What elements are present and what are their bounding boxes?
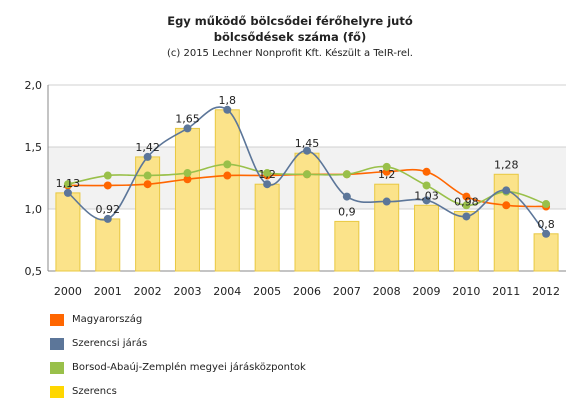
point-series-1 xyxy=(143,152,152,161)
legend-swatch xyxy=(50,386,64,398)
bar-szerencs xyxy=(174,127,200,272)
x-tick-label: 2008 xyxy=(373,285,401,298)
data-label: 0,92 xyxy=(96,203,121,216)
point-series-2 xyxy=(263,169,272,178)
point-series-0 xyxy=(502,201,511,210)
point-series-1 xyxy=(502,186,511,195)
x-tick-label: 2005 xyxy=(253,285,281,298)
point-series-2 xyxy=(223,160,232,169)
legend-swatch xyxy=(50,362,64,374)
chart-title-line1: Egy működő bölcsődei férőhelyre jutó xyxy=(167,14,413,28)
point-series-1 xyxy=(223,105,232,114)
point-series-1 xyxy=(103,214,112,223)
plot-band xyxy=(48,85,566,147)
data-label: 1,28 xyxy=(494,158,519,171)
legend-label: Szerencs xyxy=(72,386,117,397)
data-label: 1,65 xyxy=(175,112,200,125)
legend-swatch xyxy=(50,338,64,350)
x-tick-label: 2001 xyxy=(94,285,122,298)
data-label: 0,8 xyxy=(537,218,555,231)
point-series-1 xyxy=(462,212,471,221)
bar-szerencs xyxy=(95,218,121,272)
data-label: 1,03 xyxy=(414,189,439,202)
point-series-1 xyxy=(342,192,351,201)
x-tick-label: 2012 xyxy=(532,285,560,298)
point-series-2 xyxy=(183,169,192,178)
point-series-1 xyxy=(382,197,391,206)
point-series-2 xyxy=(542,200,551,209)
bar-szerencs xyxy=(533,233,559,272)
point-series-0 xyxy=(422,167,431,176)
y-tick-label: 2,0 xyxy=(25,79,43,92)
point-series-0 xyxy=(223,171,232,180)
point-series-2 xyxy=(143,171,152,180)
point-series-0 xyxy=(103,181,112,190)
point-series-1 xyxy=(263,180,272,189)
point-series-0 xyxy=(183,175,192,184)
point-series-1 xyxy=(303,146,311,155)
point-series-2 xyxy=(422,181,431,190)
x-tick-label: 2006 xyxy=(293,285,321,298)
point-series-0 xyxy=(143,180,152,189)
legend-label: Borsod-Abaúj-Zemplén megyei járásközpont… xyxy=(72,362,306,373)
data-label: 1,2 xyxy=(258,168,276,181)
data-label: 0,98 xyxy=(454,195,479,208)
legend-label: Szerencsi járás xyxy=(72,338,148,349)
x-tick-label: 2010 xyxy=(452,285,480,298)
point-series-2 xyxy=(382,162,391,171)
legend-label: Magyarország xyxy=(72,314,143,325)
x-tick-label: 2000 xyxy=(54,285,82,298)
data-label: 1,2 xyxy=(378,168,396,181)
chart-title-line2: bölcsődések száma (fő) xyxy=(213,30,367,44)
point-series-1 xyxy=(63,188,72,197)
bar-szerencs xyxy=(414,204,440,272)
bar-szerencs xyxy=(254,183,280,272)
chart-subtitle: (c) 2015 Lechner Nonprofit Kft. Készült … xyxy=(166,48,413,59)
data-label: 1,8 xyxy=(219,94,237,107)
x-tick-label: 2007 xyxy=(333,285,361,298)
point-series-1 xyxy=(422,196,431,205)
y-tick-label: 0,5 xyxy=(25,265,43,278)
data-label: 1,13 xyxy=(56,177,81,190)
point-series-1 xyxy=(542,229,551,238)
x-tick-label: 2002 xyxy=(134,285,162,298)
y-tick-label: 1,0 xyxy=(25,203,43,216)
x-tick-label: 2009 xyxy=(413,285,441,298)
point-series-2 xyxy=(342,170,351,179)
point-series-1 xyxy=(183,124,192,133)
point-series-2 xyxy=(303,170,311,179)
x-tick-label: 2011 xyxy=(492,285,520,298)
bar-szerencs xyxy=(214,109,240,272)
x-tick-label: 2004 xyxy=(213,285,241,298)
bar-szerencs xyxy=(55,192,81,272)
y-tick-label: 1,5 xyxy=(25,141,43,154)
chart-plot: 0,5 1,0 1,5 2,0 1,13 0,92 1,42 1,65 1,8 1,2 1,45 0,… xyxy=(25,79,566,298)
data-label: 1,42 xyxy=(135,141,160,154)
bar-szerencs xyxy=(334,220,360,272)
point-series-2 xyxy=(63,180,72,189)
x-tick-label: 2003 xyxy=(173,285,201,298)
legend-swatch xyxy=(50,314,64,326)
data-label: 1,45 xyxy=(295,137,320,150)
data-label: 0,9 xyxy=(338,205,356,218)
point-series-2 xyxy=(462,201,471,210)
bar-szerencs xyxy=(453,210,479,272)
point-series-2 xyxy=(103,171,112,180)
point-series-0 xyxy=(462,192,471,201)
bar-szerencs xyxy=(374,183,400,272)
